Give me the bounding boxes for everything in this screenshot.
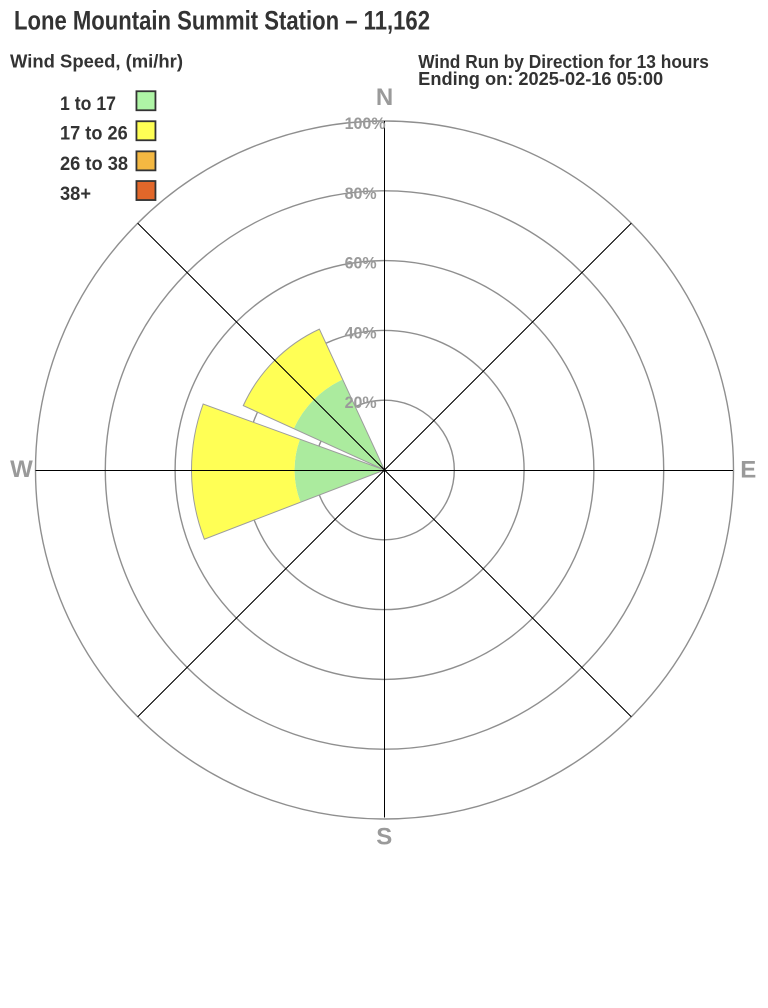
svg-text:38+: 38+ bbox=[60, 183, 91, 205]
svg-text:1 to 17: 1 to 17 bbox=[60, 93, 116, 115]
svg-text:80%: 80% bbox=[345, 184, 377, 203]
svg-text:17 to 26: 17 to 26 bbox=[60, 123, 128, 145]
svg-text:Ending on: 2025-02-16 05:00: Ending on: 2025-02-16 05:00 bbox=[418, 69, 663, 89]
svg-text:26 to 38: 26 to 38 bbox=[60, 153, 128, 175]
svg-text:20%: 20% bbox=[345, 393, 377, 412]
svg-text:Lone Mountain Summit Station –: Lone Mountain Summit Station – 11,162 bbox=[14, 6, 430, 36]
svg-text:100%: 100% bbox=[345, 114, 386, 133]
svg-text:N: N bbox=[376, 84, 393, 111]
svg-text:40%: 40% bbox=[345, 323, 377, 342]
svg-text:60%: 60% bbox=[345, 254, 377, 273]
svg-text:E: E bbox=[740, 457, 756, 484]
svg-text:Wind Speed, (mi/hr): Wind Speed, (mi/hr) bbox=[10, 52, 183, 72]
svg-text:Wind Run by Direction for 13 h: Wind Run by Direction for 13 hours bbox=[418, 52, 709, 72]
svg-text:W: W bbox=[10, 456, 33, 483]
svg-text:S: S bbox=[376, 823, 392, 850]
